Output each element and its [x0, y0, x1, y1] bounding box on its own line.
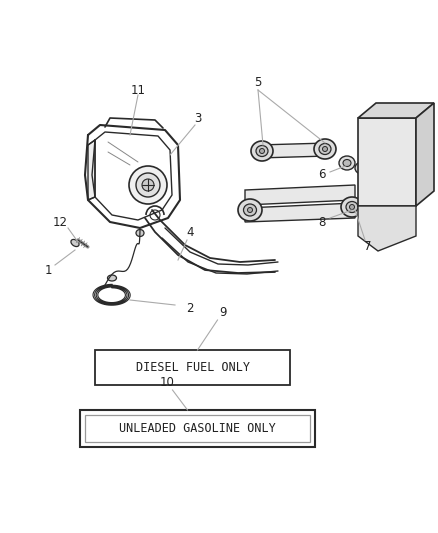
Text: 7: 7	[364, 240, 372, 254]
Ellipse shape	[355, 162, 369, 174]
Ellipse shape	[339, 156, 355, 170]
Text: 5: 5	[254, 77, 261, 90]
Polygon shape	[88, 140, 95, 200]
Text: 2: 2	[186, 302, 194, 314]
Text: 4: 4	[186, 227, 194, 239]
Text: 10: 10	[160, 376, 175, 390]
Ellipse shape	[343, 159, 351, 166]
Text: DIESEL FUEL ONLY: DIESEL FUEL ONLY	[135, 361, 250, 374]
Ellipse shape	[358, 165, 365, 171]
Bar	[95, 350, 290, 385]
Ellipse shape	[319, 143, 331, 155]
Ellipse shape	[238, 199, 262, 221]
Polygon shape	[358, 206, 416, 251]
Polygon shape	[358, 118, 416, 206]
Ellipse shape	[259, 149, 265, 154]
Bar	[85, 415, 310, 442]
Polygon shape	[416, 103, 434, 206]
Ellipse shape	[350, 205, 354, 209]
Ellipse shape	[71, 239, 79, 247]
Text: UNLEADED GASOLINE ONLY: UNLEADED GASOLINE ONLY	[119, 422, 276, 435]
Bar	[80, 410, 315, 447]
Ellipse shape	[129, 166, 167, 204]
Ellipse shape	[346, 201, 358, 213]
Text: 11: 11	[131, 84, 145, 96]
Polygon shape	[245, 185, 355, 205]
Polygon shape	[358, 103, 434, 118]
Text: 9: 9	[219, 306, 226, 319]
Ellipse shape	[314, 139, 336, 159]
Text: 8: 8	[318, 215, 326, 229]
Text: 12: 12	[53, 215, 67, 229]
Ellipse shape	[256, 146, 268, 157]
Ellipse shape	[136, 173, 160, 197]
Ellipse shape	[107, 275, 117, 281]
Ellipse shape	[142, 179, 154, 191]
Ellipse shape	[136, 230, 144, 237]
Text: 3: 3	[194, 111, 201, 125]
Polygon shape	[245, 203, 355, 222]
Ellipse shape	[244, 204, 257, 216]
Text: 1: 1	[44, 263, 52, 277]
Ellipse shape	[251, 141, 273, 161]
Ellipse shape	[322, 147, 328, 151]
Ellipse shape	[247, 207, 252, 213]
Polygon shape	[258, 143, 328, 158]
Ellipse shape	[341, 197, 363, 217]
Text: 6: 6	[318, 167, 326, 181]
